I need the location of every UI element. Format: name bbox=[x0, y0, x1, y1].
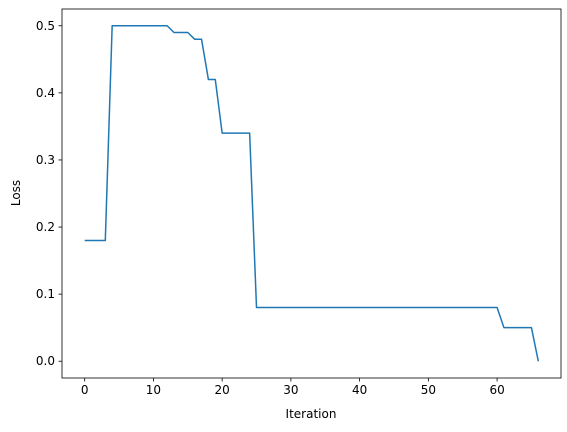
plot-frame bbox=[61, 8, 562, 379]
x-tick-label: 40 bbox=[352, 383, 367, 397]
y-tick-label: 0.3 bbox=[36, 153, 55, 167]
y-tick-label: 0.5 bbox=[36, 19, 55, 33]
y-tick-label: 0.0 bbox=[36, 354, 55, 368]
x-tick-label: 50 bbox=[421, 383, 436, 397]
x-tick-label: 60 bbox=[489, 383, 504, 397]
y-tick-label: 0.4 bbox=[36, 86, 55, 100]
x-tick-label: 0 bbox=[81, 383, 89, 397]
x-axis-label: Iteration bbox=[286, 407, 337, 421]
x-tick-label: 10 bbox=[146, 383, 161, 397]
y-tick-label: 0.2 bbox=[36, 220, 55, 234]
data-line bbox=[84, 25, 540, 362]
y-axis-label: Loss bbox=[9, 180, 23, 206]
x-tick-label: 30 bbox=[283, 383, 298, 397]
y-tick-label: 0.1 bbox=[36, 287, 55, 301]
x-tick-label: 20 bbox=[215, 383, 230, 397]
